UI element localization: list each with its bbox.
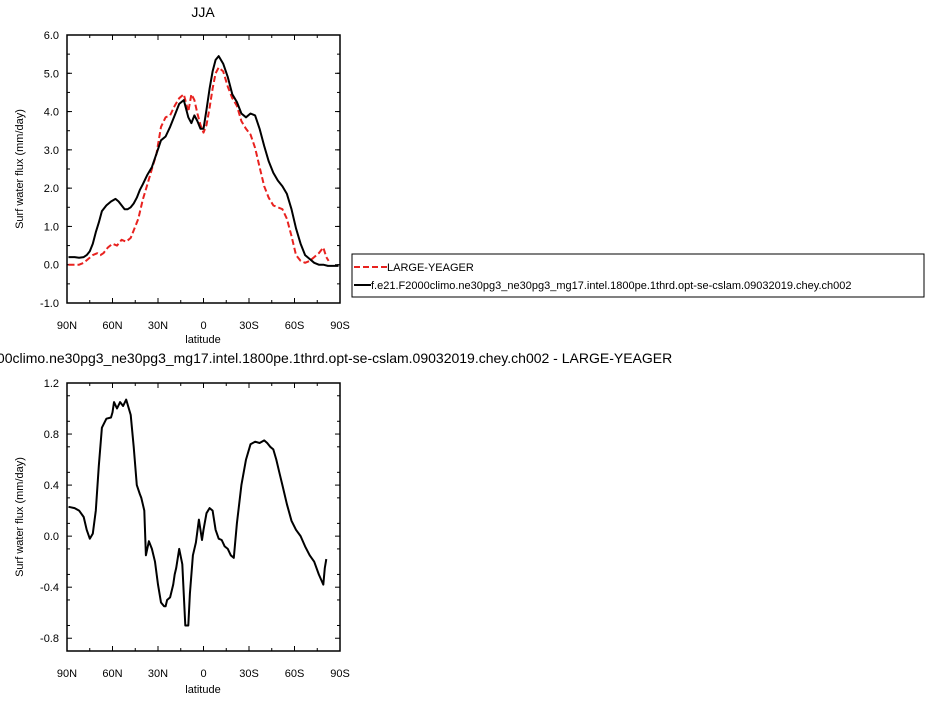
y-tick-label: 0.0 — [44, 260, 59, 272]
x-tick-label: 0 — [200, 668, 206, 680]
y-tick-label: -0.4 — [40, 582, 59, 594]
bottom-series — [68, 398, 328, 627]
bottom-ticks: 90N 60N 30N 0 30S 60S 90S -0.8 -0.4 0.0 0.4 0.8 1.2 — [40, 378, 350, 680]
bottom-y-axis-label: Surf water flux (mm/day) — [14, 457, 26, 577]
legend: LARGE-YEAGER f.e21.F2000climo.ne30pg3_ne… — [351, 253, 925, 298]
top-panel: JJA 90N 60N 30N 0 30S 60S 90S -1.0 0.0 1.0 2.0 3.0 4… — [14, 4, 350, 346]
bottom-x-axis-label: latitude — [185, 684, 220, 696]
x-tick-label: 30N — [148, 320, 168, 332]
x-tick-label: 90S — [330, 668, 350, 680]
y-tick-label: 0.0 — [44, 531, 59, 543]
top-series — [68, 55, 339, 267]
y-tick-label: 1.0 — [44, 221, 59, 233]
y-tick-label: -1.0 — [40, 298, 59, 310]
y-tick-label: 2.0 — [44, 183, 59, 195]
x-tick-label: 90S — [330, 320, 350, 332]
y-tick-label: 3.0 — [44, 145, 59, 157]
top-series-line-1 — [68, 55, 339, 267]
y-tick-label: 0.8 — [44, 429, 59, 441]
top-ticks: 90N 60N 30N 0 30S 60S 90S -1.0 0.0 1.0 2.0 3.0 4.0 5.… — [40, 30, 350, 332]
bottom-series-line-0 — [68, 398, 328, 627]
top-series-line-0 — [68, 66, 330, 266]
top-y-axis-label: Surf water flux (mm/day) — [14, 109, 26, 229]
legend-label-large-yeager: LARGE-YEAGER — [387, 262, 474, 274]
legend-frame — [351, 253, 925, 298]
x-tick-label: 60N — [102, 320, 122, 332]
x-tick-label: 90N — [57, 320, 77, 332]
top-plot-frame — [66, 34, 341, 304]
y-tick-label: -0.8 — [40, 633, 59, 645]
legend-label-model: f.e21.F2000climo.ne30pg3_ne30pg3_mg17.in… — [371, 280, 851, 292]
y-tick-label: 0.4 — [44, 480, 59, 492]
x-tick-label: 60S — [285, 320, 305, 332]
y-tick-label: 5.0 — [44, 68, 59, 80]
y-tick-label: 4.0 — [44, 107, 59, 119]
x-tick-label: 60N — [102, 668, 122, 680]
top-chart-title: JJA — [191, 4, 215, 20]
bottom-chart-title: f.e21.F2000climo.ne30pg3_ne30pg3_mg17.in… — [0, 350, 672, 366]
y-tick-label: 1.2 — [44, 378, 59, 390]
bottom-plot-frame — [66, 382, 341, 652]
y-tick-label: 6.0 — [44, 30, 59, 42]
x-tick-label: 30S — [239, 668, 259, 680]
bottom-panel: f.e21.F2000climo.ne30pg3_ne30pg3_mg17.in… — [0, 350, 672, 696]
top-x-axis-label: latitude — [185, 334, 220, 346]
x-tick-label: 90N — [57, 668, 77, 680]
x-tick-label: 30N — [148, 668, 168, 680]
x-tick-label: 30S — [239, 320, 259, 332]
x-tick-label: 60S — [285, 668, 305, 680]
x-tick-label: 0 — [200, 320, 206, 332]
